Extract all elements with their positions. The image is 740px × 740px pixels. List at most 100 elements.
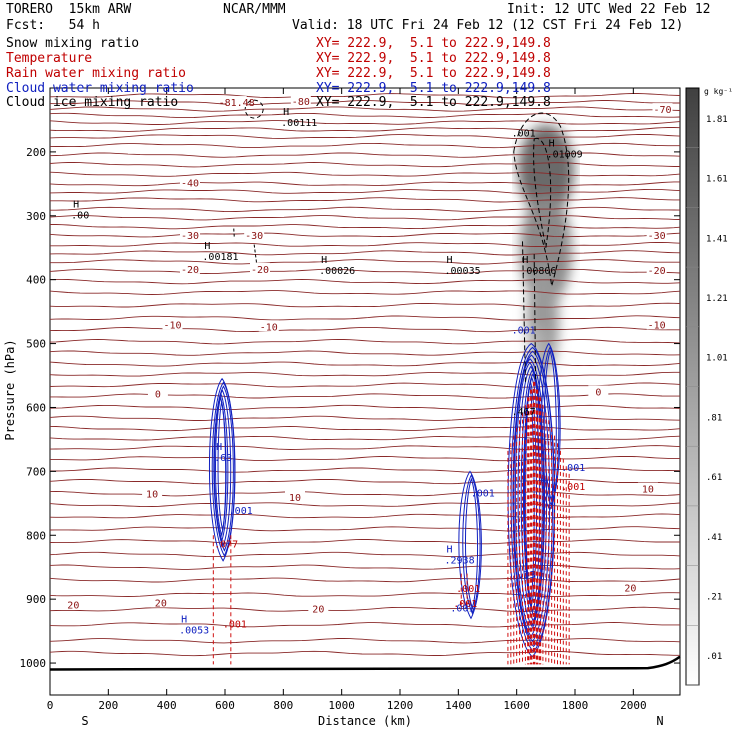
temperature-isotherm	[49, 650, 680, 657]
maximum-marker: H	[447, 544, 453, 555]
maximum-marker: H	[522, 255, 528, 266]
temperature-label-bg	[147, 387, 168, 399]
maximum-marker: H	[73, 199, 79, 210]
temperature-label: 10	[146, 490, 158, 501]
plot-area	[49, 87, 681, 696]
colorbar-unit: g kg⁻¹	[704, 87, 733, 96]
temperature-isotherm	[50, 206, 681, 213]
temperature-isotherm	[49, 467, 681, 473]
temperature-isotherm	[49, 371, 680, 377]
cloud-ice-contour	[513, 112, 570, 287]
legend-rain-xy: XY= 222.9, 5.1 to 222.9,149.8	[316, 66, 551, 81]
legend-cloudice-label: Cloud ice mixing ratio	[6, 95, 179, 110]
temperature-isotherm	[49, 350, 681, 356]
maximum-value: .00035	[445, 266, 481, 277]
temperature-label-bg	[646, 318, 667, 330]
x-tick-label: 600	[215, 699, 235, 712]
temperature-label: -20	[181, 265, 199, 276]
temperature-label-bg	[646, 228, 667, 240]
temperature-label-bg	[244, 228, 265, 240]
header-center: NCAR/MMM	[223, 2, 286, 17]
temperature-isotherm	[49, 326, 680, 333]
temperature-label: 20	[155, 598, 167, 609]
maximum-value: .001	[453, 599, 477, 610]
y-tick-label: 800	[26, 529, 46, 542]
temperature-isotherm	[49, 106, 681, 112]
temperature-isotherm	[49, 592, 681, 598]
maximum-value: .00026	[319, 266, 355, 277]
cloud-water-contour	[217, 401, 227, 531]
temperature-isotherm	[49, 315, 681, 321]
temperature-isotherm	[49, 622, 680, 628]
x-tick-label: 0	[47, 699, 54, 712]
temperature-label: -10	[260, 322, 278, 333]
temperature-label: -10	[163, 320, 181, 331]
maximum-value: .467	[512, 407, 536, 418]
colorbar-label: .21	[706, 592, 722, 602]
x-tick-label: 1600	[503, 699, 530, 712]
maximum-value: .001	[512, 129, 536, 140]
x-axis-label: Distance (km)	[318, 714, 412, 728]
rain-water-contours	[212, 381, 570, 665]
x-tick-label: 2000	[620, 699, 647, 712]
y-tick-label: 200	[26, 146, 46, 159]
x-tick-label: 1400	[445, 699, 472, 712]
temperature-isotherm	[49, 162, 680, 168]
maximum-value: .33	[517, 570, 535, 581]
temperature-label: -30	[181, 231, 199, 242]
cloud-ice-contour	[533, 137, 552, 248]
y-tick-label: 400	[26, 274, 46, 287]
cloud-water-contour	[458, 470, 482, 620]
maximum-value: .00181	[202, 252, 238, 263]
maximum-value: .00	[71, 210, 89, 221]
temperature-label-bg	[308, 602, 329, 614]
temperature-isotherm	[49, 361, 681, 367]
temperature-label-bg	[226, 96, 247, 108]
y-axis-label: Pressure (hPa)	[3, 339, 17, 440]
cloud-water-contour	[541, 346, 560, 506]
temperature-label: 10	[642, 485, 654, 496]
maximum-value: .077	[214, 539, 238, 550]
legend-cloudwater-label: Cloud water mixing ratio	[6, 81, 194, 96]
maximum-marker: H	[283, 107, 289, 118]
legend-temperature-label: Temperature	[6, 51, 93, 66]
temperature-isotherm	[49, 564, 681, 570]
colorbar-labels: .01 .21 .41 .61 .81 1.01 1.21 1.41 1.61 1.81	[686, 115, 728, 686]
maximum-marker: H	[216, 442, 222, 453]
temperature-label: -20	[251, 265, 269, 276]
cloud-water-contour	[537, 342, 561, 511]
cloud-ice-contour	[522, 241, 537, 382]
temperature-isotherm	[49, 232, 681, 238]
temperature-label-bg	[250, 262, 270, 274]
legend-cloudice-xy: XY= 222.9, 5.1 to 222.9,149.8	[316, 95, 551, 110]
colorbar-label: 1.41	[706, 234, 728, 244]
temperature-label-bg	[180, 176, 200, 188]
temperature-isotherm	[49, 513, 681, 519]
maximum-marker: H	[447, 255, 453, 266]
temperature-isotherm	[49, 250, 681, 256]
legend-snow-label: Snow mixing ratio	[6, 36, 140, 51]
temperature-label: -80	[292, 97, 310, 108]
temperature-isotherm	[50, 259, 680, 265]
cloud-water-contour	[543, 349, 557, 502]
maximum-value: .00111	[281, 118, 317, 129]
cloud-water-contour	[213, 392, 229, 542]
maximum-marker: H	[181, 615, 187, 626]
maximum-value: .01009	[547, 150, 583, 161]
temperature-label-bg	[142, 487, 163, 499]
temperature-label: 0	[155, 389, 161, 400]
temperature-isotherm	[49, 425, 681, 432]
endpoint-right: N	[656, 714, 663, 728]
temperature-isotherm	[50, 242, 681, 247]
colorbar-label: 1.21	[706, 294, 728, 304]
temperature-label: -30	[245, 231, 263, 242]
x-tick-label: 400	[157, 699, 177, 712]
temperature-isotherm	[49, 268, 681, 275]
temperature-label-bg	[63, 598, 84, 610]
temperature-isotherm	[49, 171, 681, 177]
temperature-isotherm	[49, 382, 681, 388]
y-tick-label: 700	[26, 465, 46, 478]
legend-temperature-xy: XY= 222.9, 5.1 to 222.9,149.8	[316, 51, 551, 66]
temperature-label: 10	[289, 493, 301, 504]
